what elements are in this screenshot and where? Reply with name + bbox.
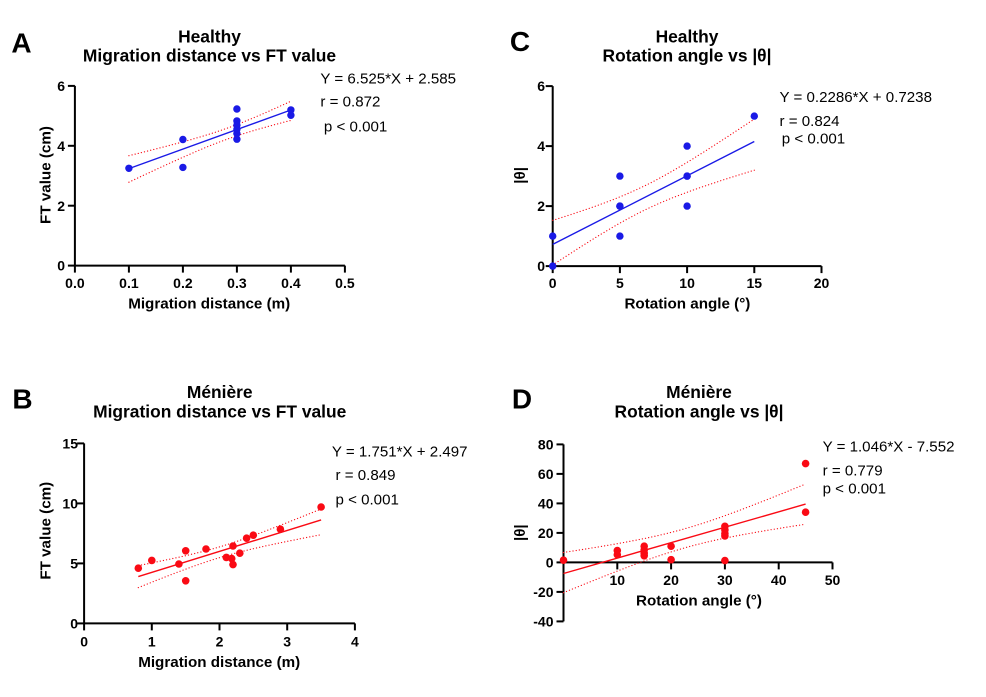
svg-text:Migration distance vs FT value: Migration distance vs FT value — [93, 402, 347, 422]
svg-text:0.0: 0.0 — [65, 275, 85, 291]
svg-text:p < 0.001: p < 0.001 — [324, 119, 387, 136]
svg-text:20: 20 — [814, 275, 830, 291]
svg-text:FT value (cm): FT value (cm) — [38, 126, 55, 224]
svg-text:0.1: 0.1 — [119, 275, 139, 291]
svg-text:2: 2 — [537, 198, 545, 214]
svg-text:15: 15 — [62, 436, 78, 452]
svg-text:C: C — [510, 26, 530, 57]
svg-text:6: 6 — [57, 78, 65, 94]
svg-text:10: 10 — [610, 572, 626, 588]
svg-text:|θ|: |θ| — [512, 167, 529, 184]
svg-text:0: 0 — [546, 555, 554, 571]
svg-text:0.5: 0.5 — [335, 275, 355, 291]
svg-text:50: 50 — [825, 572, 841, 588]
svg-text:-20: -20 — [533, 584, 553, 600]
svg-text:r = 0.872: r = 0.872 — [320, 93, 380, 110]
svg-text:Rotation angle (°): Rotation angle (°) — [624, 295, 750, 312]
svg-text:0: 0 — [70, 616, 78, 632]
svg-text:20: 20 — [538, 525, 554, 541]
svg-text:-40: -40 — [533, 614, 553, 630]
svg-text:p < 0.001: p < 0.001 — [782, 131, 845, 148]
svg-text:6: 6 — [537, 78, 545, 94]
svg-text:Migration distance vs FT value: Migration distance vs FT value — [83, 45, 337, 65]
svg-text:Migration distance (m): Migration distance (m) — [138, 654, 300, 671]
svg-text:p < 0.001: p < 0.001 — [336, 491, 399, 508]
svg-text:p < 0.001: p < 0.001 — [823, 481, 886, 498]
svg-text:Ménière: Ménière — [666, 382, 732, 402]
svg-text:10: 10 — [62, 496, 78, 512]
svg-text:0: 0 — [57, 258, 65, 274]
svg-text:0: 0 — [537, 258, 545, 274]
svg-text:r = 0.849: r = 0.849 — [336, 467, 396, 484]
svg-text:3: 3 — [283, 633, 291, 649]
svg-text:Rotation angle vs |θ|: Rotation angle vs |θ| — [615, 402, 784, 422]
svg-text:4: 4 — [351, 633, 359, 649]
svg-text:Rotation angle (°): Rotation angle (°) — [636, 593, 762, 610]
svg-text:40: 40 — [538, 496, 554, 512]
svg-text:80: 80 — [538, 437, 554, 453]
svg-text:20: 20 — [663, 572, 679, 588]
svg-text:5: 5 — [70, 556, 78, 572]
svg-text:0.2: 0.2 — [173, 275, 193, 291]
svg-text:1: 1 — [148, 633, 156, 649]
svg-text:5: 5 — [616, 275, 624, 291]
svg-text:4: 4 — [57, 138, 65, 154]
svg-text:0: 0 — [549, 275, 557, 291]
svg-text:40: 40 — [771, 572, 787, 588]
svg-text:15: 15 — [747, 275, 763, 291]
svg-text:Healthy: Healthy — [178, 26, 241, 46]
svg-text:FT value (cm): FT value (cm) — [38, 482, 55, 580]
svg-text:60: 60 — [538, 466, 554, 482]
svg-text:0.3: 0.3 — [227, 275, 247, 291]
svg-text:30: 30 — [717, 572, 733, 588]
svg-text:Y = 0.2286*X + 0.7238: Y = 0.2286*X + 0.7238 — [780, 89, 932, 106]
svg-text:2: 2 — [216, 633, 224, 649]
svg-text:D: D — [512, 384, 532, 415]
svg-text:r = 0.824: r = 0.824 — [780, 113, 840, 130]
svg-text:Y = 6.525*X + 2.585: Y = 6.525*X + 2.585 — [320, 71, 456, 88]
svg-text:Y = 1.046*X - 7.552: Y = 1.046*X - 7.552 — [823, 439, 955, 456]
svg-text:2: 2 — [57, 198, 65, 214]
svg-text:0: 0 — [80, 633, 88, 649]
svg-text:4: 4 — [537, 138, 545, 154]
svg-text:r = 0.779: r = 0.779 — [823, 462, 883, 479]
svg-text:Healthy: Healthy — [656, 26, 719, 46]
svg-text:Migration distance (m): Migration distance (m) — [128, 295, 290, 312]
svg-text:Ménière: Ménière — [187, 382, 253, 402]
svg-text:B: B — [12, 384, 32, 415]
svg-text:0.4: 0.4 — [281, 275, 301, 291]
svg-text:Y = 1.751*X + 2.497: Y = 1.751*X + 2.497 — [332, 444, 468, 461]
svg-text:|θ|: |θ| — [512, 524, 529, 541]
svg-text:10: 10 — [679, 275, 695, 291]
svg-text:A: A — [11, 28, 31, 59]
svg-text:Rotation angle vs |θ|: Rotation angle vs |θ| — [603, 45, 772, 65]
